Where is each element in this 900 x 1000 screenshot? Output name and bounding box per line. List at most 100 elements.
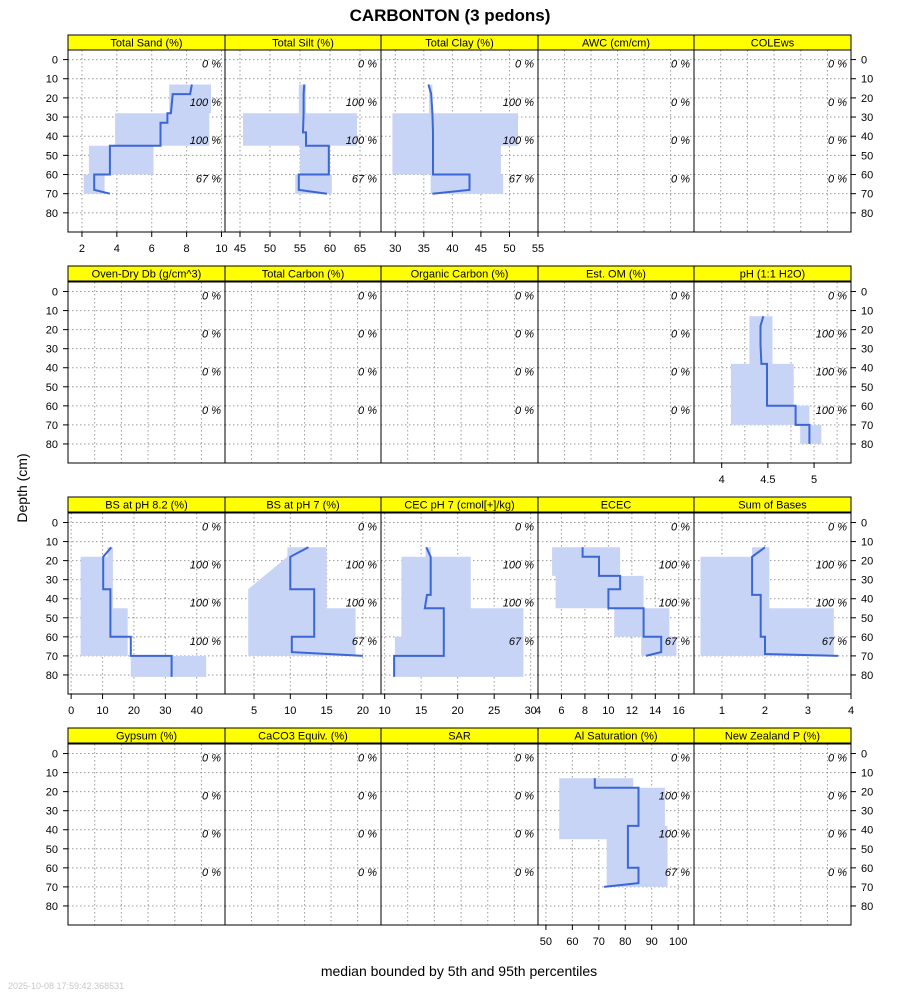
value-tick-label: 40 bbox=[446, 243, 458, 255]
depth-tick-label: 30 bbox=[46, 575, 58, 587]
value-tick-label: 25 bbox=[488, 705, 500, 717]
value-tick-label: 35 bbox=[418, 243, 430, 255]
panel-title: CEC pH 7 (cmol[+]/kg) bbox=[404, 500, 514, 512]
coverage-label: 0 % bbox=[828, 135, 847, 147]
depth-tick-label: 60 bbox=[46, 170, 58, 182]
coverage-label: 67 % bbox=[352, 174, 377, 186]
panel-title: Organic Carbon (%) bbox=[411, 269, 509, 281]
depth-tick-label: 30 bbox=[861, 344, 873, 356]
median-line bbox=[427, 84, 471, 195]
coverage-label: 100 % bbox=[659, 791, 690, 803]
depth-tick-label: 20 bbox=[46, 325, 58, 337]
depth-tick-label: 80 bbox=[861, 439, 873, 451]
depth-tick-label: 60 bbox=[861, 863, 873, 875]
depth-tick-label: 60 bbox=[861, 170, 873, 182]
panel-row: BS at pH 8.2 (%)0 %100 %100 %100 %BS at … bbox=[46, 496, 874, 717]
coverage-label: 0 % bbox=[202, 791, 221, 803]
value-tick-label: 50 bbox=[264, 243, 276, 255]
value-tick-label: 5 bbox=[251, 705, 257, 717]
depth-tick-label: 10 bbox=[861, 306, 873, 318]
panel: COLEws 0 % 0 % 0 % 0 % bbox=[693, 34, 852, 233]
depth-tick-label: 30 bbox=[46, 112, 58, 124]
coverage-label: 0 % bbox=[358, 791, 377, 803]
coverage-label: 67 % bbox=[509, 174, 534, 186]
coverage-label: 100 % bbox=[190, 560, 221, 572]
value-tick-label: 45 bbox=[475, 243, 487, 255]
depth-tick-label: 0 bbox=[52, 287, 58, 299]
depth-tick-label: 10 bbox=[861, 74, 873, 86]
value-tick-label: 55 bbox=[294, 243, 306, 255]
depth-tick-label: 80 bbox=[861, 670, 873, 682]
value-tick-label: 4 bbox=[535, 705, 541, 717]
coverage-label: 0 % bbox=[671, 329, 690, 341]
value-axis: 30 35 40 45 50 55 bbox=[389, 232, 544, 255]
depth-tick-label: 40 bbox=[46, 594, 58, 606]
depth-tick-label: 20 bbox=[46, 556, 58, 568]
panel-frame bbox=[693, 743, 852, 926]
median-line bbox=[751, 546, 839, 657]
depth-tick-label: 30 bbox=[861, 806, 873, 818]
depth-tick-label: 50 bbox=[861, 382, 873, 394]
value-tick-label: 14 bbox=[649, 705, 661, 717]
value-tick-label: 4 bbox=[719, 474, 725, 486]
depth-tick-label: 30 bbox=[861, 575, 873, 587]
depth-tick-label: 40 bbox=[861, 594, 873, 606]
value-tick-label: 60 bbox=[566, 936, 578, 948]
coverage-label: 0 % bbox=[202, 753, 221, 765]
panel-title: COLEws bbox=[751, 38, 795, 50]
coverage-label: 0 % bbox=[828, 791, 847, 803]
coverage-label: 100 % bbox=[503, 560, 534, 572]
value-tick-label: 4.5 bbox=[760, 474, 775, 486]
percentile-band bbox=[552, 547, 677, 656]
coverage-label: 0 % bbox=[202, 59, 221, 71]
coverage-label: 0 % bbox=[671, 59, 690, 71]
coverage-label: 0 % bbox=[202, 829, 221, 841]
panel-frame bbox=[693, 281, 852, 464]
value-tick-label: 65 bbox=[354, 243, 366, 255]
panel-strip bbox=[693, 727, 852, 744]
panel-row: Oven-Dry Db (g/cm^3)0 %0 %0 %0 %Total Ca… bbox=[46, 265, 874, 486]
depth-tick-label: 70 bbox=[46, 189, 58, 201]
value-axis: 4 4.5 5 bbox=[719, 463, 817, 486]
panel: Oven-Dry Db (g/cm^3)0 %0 %0 %0 % bbox=[67, 265, 226, 464]
coverage-label: 0 % bbox=[671, 753, 690, 765]
depth-tick-label: 20 bbox=[46, 93, 58, 105]
median-line bbox=[289, 546, 363, 657]
depth-tick-label: 60 bbox=[46, 632, 58, 644]
depth-axis: 0 0 10 10 20 20 30 30 40 40 50 50 60 60 70 70 80 80 bbox=[46, 518, 874, 682]
value-tick-label: 30 bbox=[525, 705, 537, 717]
percentile-band bbox=[559, 778, 668, 887]
median-line bbox=[93, 84, 193, 195]
median-line bbox=[593, 778, 640, 888]
coverage-label: 0 % bbox=[202, 867, 221, 879]
percentile-band bbox=[700, 547, 834, 656]
coverage-label: 0 % bbox=[671, 135, 690, 147]
coverage-label: 100 % bbox=[190, 135, 221, 147]
coverage-label: 0 % bbox=[358, 59, 377, 71]
panel-strip bbox=[693, 265, 852, 282]
depth-tick-label: 20 bbox=[861, 556, 873, 568]
depth-axis: 0 0 10 10 20 20 30 30 40 40 50 50 60 60 70 70 80 80 bbox=[46, 287, 874, 451]
coverage-label: 0 % bbox=[358, 867, 377, 879]
depth-tick-label: 80 bbox=[46, 901, 58, 913]
panel-title: Est. OM (%) bbox=[586, 269, 646, 281]
value-tick-label: 10 bbox=[379, 705, 391, 717]
value-tick-label: 2 bbox=[79, 243, 85, 255]
coverage-label: 100 % bbox=[503, 97, 534, 109]
coverage-label: 100 % bbox=[346, 135, 377, 147]
panel-title: Gypsum (%) bbox=[116, 731, 177, 743]
panel: Organic Carbon (%) 0 % 0 % 0 % 0 % bbox=[380, 265, 539, 464]
coverage-label: 0 % bbox=[202, 291, 221, 303]
coverage-label: 100 % bbox=[659, 560, 690, 572]
panel: Est. OM (%) 0 % 0 % 0 % 0 % bbox=[537, 265, 695, 464]
percentile-band bbox=[730, 316, 822, 444]
median-line bbox=[759, 316, 811, 444]
median-line bbox=[393, 546, 445, 677]
panel: BS at pH 7 (%) 0 % 100 % 100 % 67 % bbox=[224, 496, 382, 695]
panel-title: Oven-Dry Db (g/cm^3) bbox=[92, 269, 202, 281]
value-tick-label: 15 bbox=[320, 705, 332, 717]
value-tick-label: 20 bbox=[128, 705, 140, 717]
depth-tick-label: 10 bbox=[46, 537, 58, 549]
coverage-label: 0 % bbox=[515, 405, 534, 417]
